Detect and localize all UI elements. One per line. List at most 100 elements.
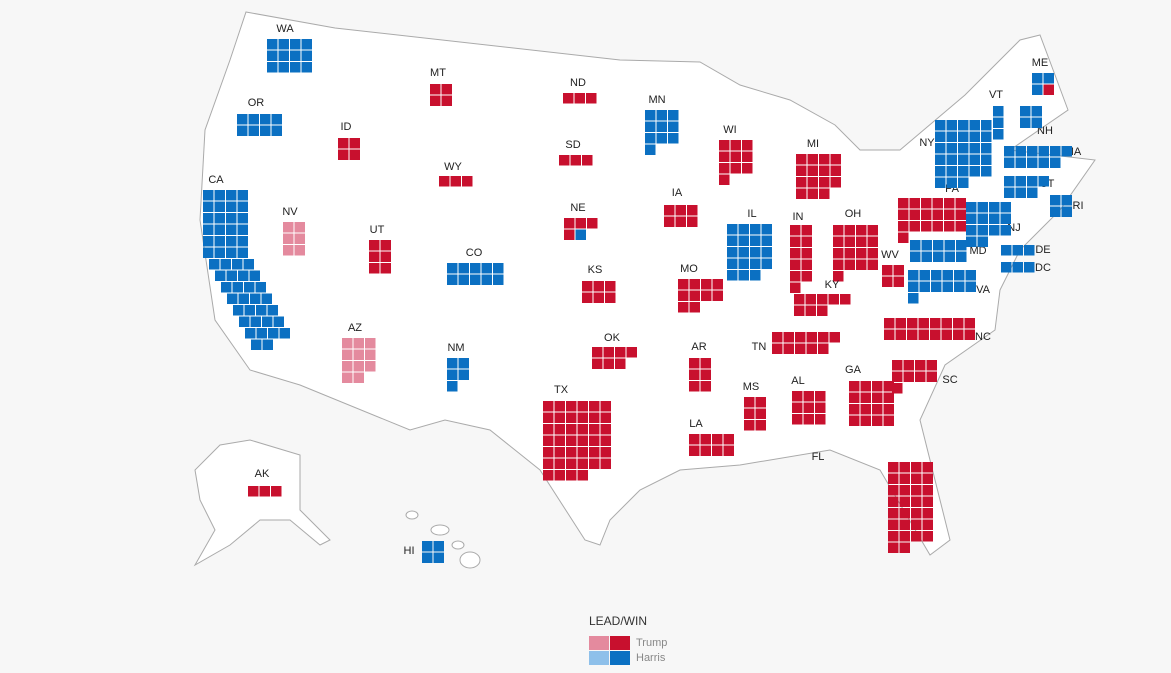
vote-square bbox=[593, 292, 604, 303]
vote-square bbox=[615, 347, 626, 358]
vote-square bbox=[248, 114, 259, 125]
vote-square bbox=[844, 236, 855, 247]
vote-square bbox=[592, 358, 603, 369]
vote-square bbox=[656, 110, 667, 121]
vote-square bbox=[888, 508, 899, 519]
vote-square bbox=[587, 218, 598, 229]
vote-square bbox=[899, 462, 910, 473]
vote-square bbox=[577, 412, 588, 423]
vote-square bbox=[909, 209, 920, 220]
vote-square bbox=[369, 263, 380, 274]
vote-square bbox=[872, 392, 883, 403]
vote-square bbox=[232, 282, 243, 293]
vote-square bbox=[738, 235, 749, 246]
vote-square bbox=[214, 224, 225, 235]
vote-square bbox=[958, 120, 969, 131]
vote-square bbox=[849, 404, 860, 415]
vote-square bbox=[744, 420, 755, 431]
legend-label: Harris bbox=[636, 652, 666, 664]
vote-square bbox=[783, 332, 794, 343]
vote-square bbox=[956, 251, 967, 262]
vote-square bbox=[867, 236, 878, 247]
vote-square bbox=[600, 447, 611, 458]
vote-square bbox=[251, 339, 262, 350]
vote-square bbox=[1043, 84, 1054, 95]
vote-square bbox=[570, 155, 581, 166]
state-label: OK bbox=[604, 332, 621, 344]
vote-square bbox=[915, 360, 926, 371]
state-label: KY bbox=[825, 279, 840, 291]
vote-square bbox=[910, 240, 921, 251]
vote-square bbox=[742, 163, 753, 174]
states: WA OR CA NV ID MT WY UT CO AZ NM ND SD NE KS OK TX MN IA MO… bbox=[203, 23, 1084, 563]
vote-square bbox=[600, 435, 611, 446]
state-label: NE bbox=[570, 202, 585, 214]
vote-square bbox=[369, 240, 380, 251]
vote-square bbox=[922, 508, 933, 519]
vote-square bbox=[214, 201, 225, 212]
vote-square bbox=[993, 106, 1004, 117]
vote-square bbox=[964, 318, 975, 329]
vote-square bbox=[888, 473, 899, 484]
hawaii-outline bbox=[405, 510, 481, 569]
vote-square bbox=[564, 229, 575, 240]
vote-square bbox=[892, 383, 903, 394]
vote-square bbox=[1015, 157, 1026, 168]
vote-square bbox=[481, 274, 492, 285]
vote-square bbox=[458, 358, 469, 369]
vote-square bbox=[554, 412, 565, 423]
vote-square bbox=[966, 236, 977, 247]
vote-square bbox=[872, 415, 883, 426]
vote-square bbox=[772, 343, 783, 354]
vote-square bbox=[700, 369, 711, 380]
vote-square bbox=[921, 251, 932, 262]
vote-square bbox=[1027, 146, 1038, 157]
vote-square bbox=[911, 496, 922, 507]
vote-square bbox=[249, 270, 260, 281]
vote-square bbox=[796, 188, 807, 199]
vote-square bbox=[615, 358, 626, 369]
vote-square bbox=[1027, 187, 1038, 198]
vote-square bbox=[895, 329, 906, 340]
vote-square bbox=[744, 408, 755, 419]
vote-square bbox=[805, 294, 816, 305]
vote-square bbox=[966, 213, 977, 224]
vote-square bbox=[577, 435, 588, 446]
vote-square bbox=[243, 259, 254, 270]
vote-square bbox=[380, 251, 391, 262]
vote-square bbox=[727, 224, 738, 235]
vote-square bbox=[761, 247, 772, 258]
vote-square bbox=[1050, 146, 1061, 157]
vote-square bbox=[932, 209, 943, 220]
vote-square bbox=[727, 235, 738, 246]
vote-square bbox=[342, 338, 353, 349]
vote-square bbox=[931, 281, 942, 292]
vote-square bbox=[656, 133, 667, 144]
vote-square bbox=[954, 281, 965, 292]
vote-square bbox=[958, 143, 969, 154]
vote-square bbox=[989, 202, 1000, 213]
state-label: NV bbox=[282, 206, 298, 218]
state-label: VT bbox=[989, 89, 1003, 101]
vote-square bbox=[807, 177, 818, 188]
vote-square bbox=[981, 131, 992, 142]
vote-square bbox=[290, 62, 301, 73]
vote-square bbox=[819, 188, 830, 199]
vote-square bbox=[807, 165, 818, 176]
vote-square bbox=[921, 198, 932, 209]
state-label: MD bbox=[969, 245, 986, 257]
vote-square bbox=[898, 232, 909, 243]
vote-square bbox=[271, 114, 282, 125]
vote-square bbox=[586, 93, 597, 104]
vote-square bbox=[801, 225, 812, 236]
vote-square bbox=[447, 381, 458, 392]
vote-square bbox=[605, 292, 616, 303]
vote-square bbox=[801, 248, 812, 259]
state-label: WI bbox=[723, 124, 736, 136]
vote-square bbox=[214, 213, 225, 224]
vote-square bbox=[888, 496, 899, 507]
vote-square bbox=[232, 259, 243, 270]
vote-square bbox=[338, 138, 349, 149]
vote-square bbox=[954, 270, 965, 281]
vote-square bbox=[268, 328, 279, 339]
